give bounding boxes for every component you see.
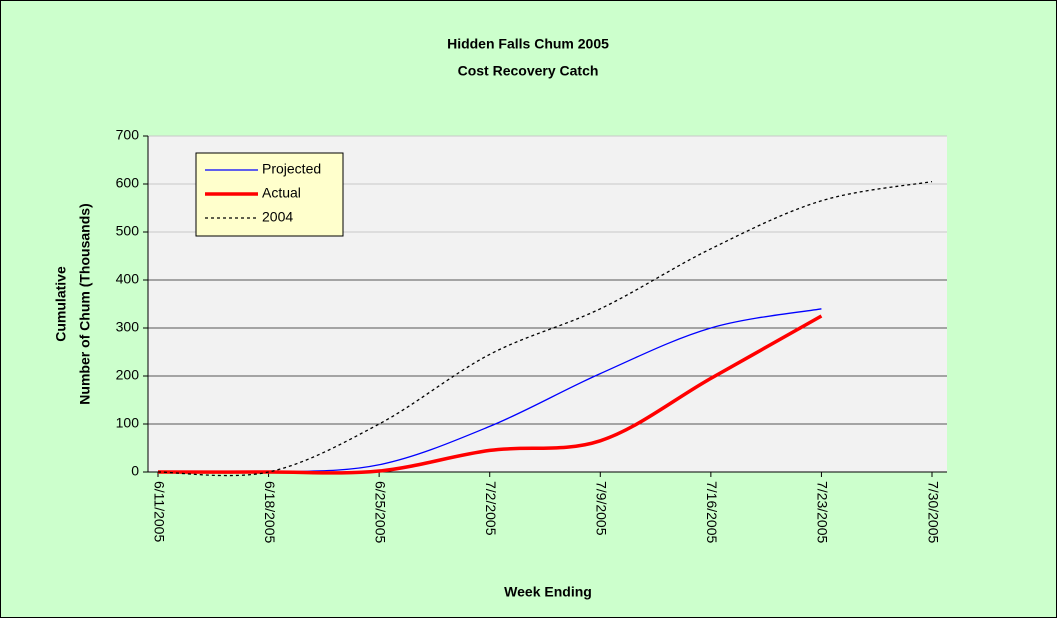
x-tick-label: 7/9/2005 — [594, 481, 610, 536]
y-tick-label: 0 — [131, 463, 139, 479]
chart-subtitle: Cost Recovery Catch — [458, 63, 599, 79]
x-tick-label: 7/16/2005 — [704, 481, 720, 543]
x-axis-title: Week Ending — [504, 584, 592, 600]
y-tick-label: 700 — [116, 127, 140, 143]
chart-title: Hidden Falls Chum 2005 — [447, 36, 609, 52]
x-tick-label: 7/2/2005 — [483, 481, 499, 536]
y-tick-label: 200 — [116, 367, 140, 383]
x-tick-label: 6/25/2005 — [372, 481, 388, 543]
legend-label: Projected — [262, 161, 321, 177]
y-tick-label: 400 — [116, 271, 140, 287]
series-line — [157, 180, 933, 477]
x-tick-label: 7/23/2005 — [815, 481, 831, 543]
x-tick-label: 6/18/2005 — [262, 481, 278, 543]
x-tick-label: 7/30/2005 — [925, 481, 941, 543]
y-axis-title: Cumulative — [53, 266, 69, 342]
x-tick-label: 6/11/2005 — [151, 481, 167, 542]
y-tick-label: 300 — [116, 319, 140, 335]
y-tick-label: 500 — [116, 223, 140, 239]
y-axis-title: Number of Chum (Thousands) — [77, 203, 93, 404]
legend-label: 2004 — [262, 209, 293, 225]
y-tick-label: 600 — [116, 175, 140, 191]
legend-label: Actual — [262, 185, 301, 201]
y-tick-label: 100 — [116, 415, 140, 431]
